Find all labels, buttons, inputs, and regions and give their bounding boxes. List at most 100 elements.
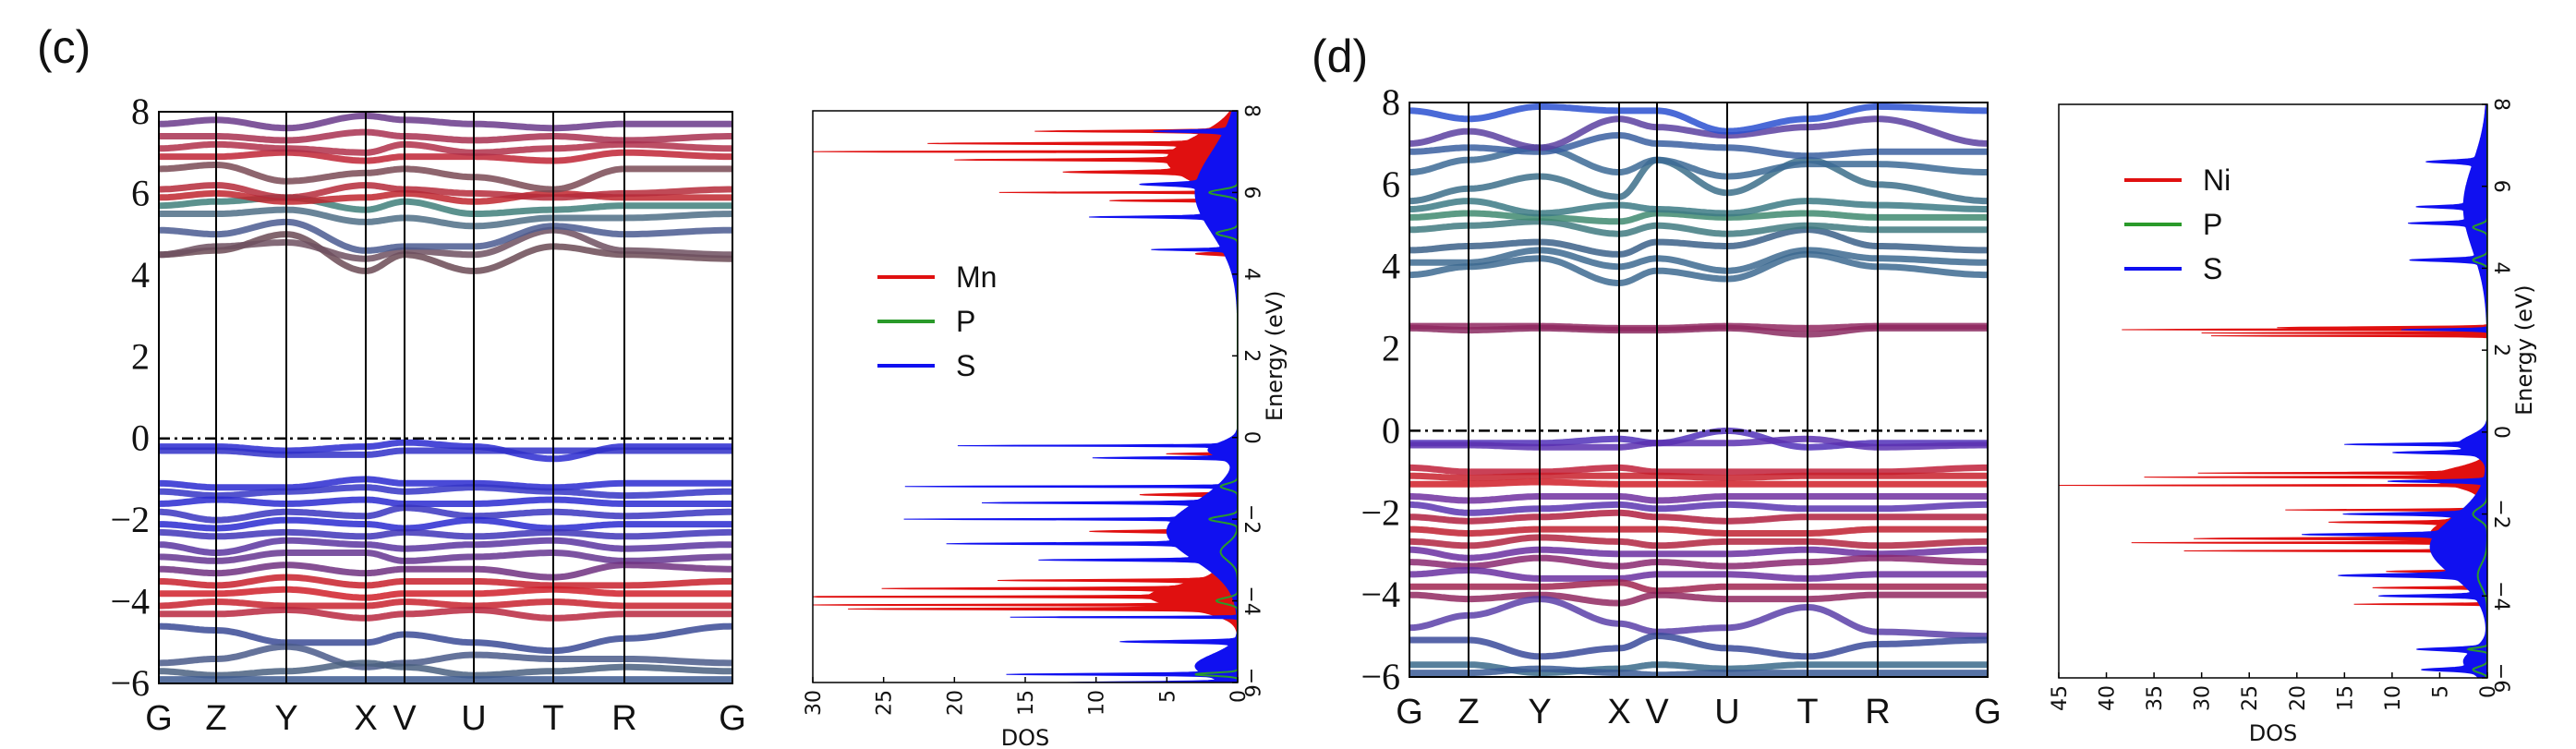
panel-label: (c) bbox=[37, 21, 91, 73]
dos-ytick-label: −4 bbox=[1240, 586, 1263, 615]
band-line-25 bbox=[159, 598, 732, 610]
band-line-27 bbox=[1409, 591, 1988, 607]
bands bbox=[1409, 103, 1988, 677]
dos-curves bbox=[2059, 104, 2487, 678]
kpoint-label-U: U bbox=[461, 699, 486, 738]
legend-label-Mn: Mn bbox=[956, 260, 997, 294]
band-line-19 bbox=[159, 528, 732, 540]
legend-label-P: P bbox=[956, 305, 975, 338]
band-line-26 bbox=[159, 606, 732, 622]
dos-xtick-label: 45 bbox=[2049, 685, 2072, 711]
band-line-18 bbox=[1409, 493, 1988, 504]
band-ytick-label: −6 bbox=[1361, 656, 1400, 697]
dos-ytick-label: −6 bbox=[1240, 668, 1263, 697]
dos-ytick-label: 0 bbox=[1240, 431, 1263, 444]
band-line-10 bbox=[159, 128, 732, 144]
dos-ylabel: Energy (eV) bbox=[1262, 291, 1288, 422]
band-line-15 bbox=[1409, 464, 1988, 476]
dos-ytick-label: −6 bbox=[2489, 663, 2512, 693]
dos-ytick-label: −4 bbox=[2489, 581, 2512, 610]
band-line-27 bbox=[159, 622, 732, 655]
band-line-17 bbox=[1409, 478, 1988, 488]
dos-ytick-label: 2 bbox=[1240, 349, 1263, 362]
band-ytick-label: −4 bbox=[110, 581, 150, 622]
legend-label-S: S bbox=[956, 349, 975, 382]
kpoint-label-U: U bbox=[1714, 693, 1739, 731]
dos-xtick-label: 25 bbox=[874, 690, 897, 716]
dos-xtick-label: 35 bbox=[2144, 685, 2167, 711]
band-ytick-label: 0 bbox=[131, 417, 150, 459]
bands bbox=[159, 112, 732, 683]
band-plot-frame bbox=[158, 111, 733, 684]
band-ytick-label: 2 bbox=[1382, 328, 1400, 369]
dos-ytick-label: 6 bbox=[2489, 180, 2512, 193]
dos-ylabel: Energy (eV) bbox=[2511, 284, 2537, 416]
kpoint-label-X: X bbox=[1607, 693, 1630, 731]
band-line-16 bbox=[1409, 472, 1988, 481]
dos-xtick-label: 20 bbox=[2287, 685, 2310, 711]
dos-xlabel: DOS bbox=[1001, 725, 1050, 749]
kpoint-label-R: R bbox=[1865, 693, 1890, 731]
band-line-25 bbox=[1409, 567, 1988, 582]
dos-series-Ni bbox=[2059, 104, 2487, 678]
kpoint-label-Y: Y bbox=[1528, 693, 1551, 731]
dos-plot-frame bbox=[2058, 103, 2488, 679]
kpoint-label-Y: Y bbox=[274, 699, 297, 738]
kpoint-label-T: T bbox=[542, 699, 563, 738]
band-line-19 bbox=[1409, 501, 1988, 516]
kpoint-label-V: V bbox=[393, 699, 417, 738]
band-line-24 bbox=[1409, 554, 1988, 570]
dos-xtick-label: 15 bbox=[2334, 685, 2357, 711]
band-line-21 bbox=[1409, 526, 1988, 537]
dos-xtick-label: 25 bbox=[2239, 685, 2262, 711]
band-ytick-label: 4 bbox=[1382, 246, 1400, 287]
band-line-18 bbox=[159, 516, 732, 532]
kpoint-label-G: G bbox=[719, 699, 746, 738]
band-ytick-label: 4 bbox=[131, 254, 150, 296]
kpoint-label-G: G bbox=[1974, 693, 2002, 731]
dos-xlabel: DOS bbox=[2249, 720, 2298, 746]
kpoint-label-T: T bbox=[1796, 693, 1818, 731]
dos-ytick-label: 8 bbox=[1240, 104, 1263, 117]
band-line-20 bbox=[159, 537, 732, 556]
kpoint-label-G: G bbox=[145, 699, 173, 738]
dos-legend: Ni PS bbox=[2124, 163, 2231, 285]
band-line-16 bbox=[159, 496, 732, 508]
band-line-8 bbox=[159, 149, 732, 164]
kpoint-label-V: V bbox=[1645, 693, 1669, 731]
dos-curves bbox=[813, 111, 1238, 683]
dos-series-S bbox=[2302, 104, 2487, 678]
band-ytick-label: −6 bbox=[110, 662, 150, 704]
kpoint-label-Z: Z bbox=[205, 699, 226, 738]
dos-ytick-label: 6 bbox=[1240, 186, 1263, 199]
kpoint-label-R: R bbox=[611, 699, 636, 738]
band-plot-frame bbox=[1409, 102, 1989, 678]
band-line-7 bbox=[159, 162, 732, 193]
dos-series-S bbox=[903, 111, 1238, 683]
band-line-11 bbox=[159, 112, 732, 132]
dos-ytick-label: 2 bbox=[2489, 344, 2512, 356]
dos-xtick-label: 15 bbox=[1015, 690, 1038, 716]
dos-xtick-label: 5 bbox=[2429, 685, 2452, 698]
band-line-23 bbox=[159, 574, 732, 589]
band-line-29 bbox=[159, 659, 732, 679]
kpoint-label-Z: Z bbox=[1457, 693, 1479, 731]
dos-legend: Mn PS bbox=[877, 260, 997, 382]
band-ytick-label: 8 bbox=[1382, 81, 1400, 123]
legend-label-Ni: Ni bbox=[2203, 163, 2231, 197]
band-line-3 bbox=[1409, 218, 1988, 237]
band-ytick-label: −2 bbox=[1361, 491, 1400, 533]
kpoint-label-X: X bbox=[354, 699, 377, 738]
dos-series-Mn bbox=[813, 111, 1238, 683]
dos-ytick-label: 0 bbox=[2489, 426, 2512, 439]
band-ytick-label: 6 bbox=[1382, 163, 1400, 205]
band-line-22 bbox=[1409, 534, 1988, 550]
band-line-26 bbox=[1409, 579, 1988, 595]
band-ytick-label: −4 bbox=[1361, 574, 1400, 615]
